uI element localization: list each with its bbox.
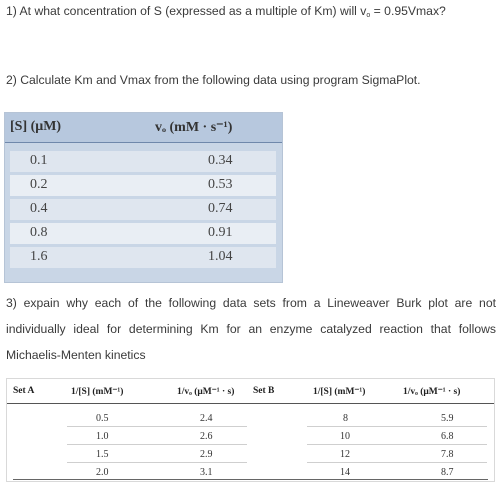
- cell-v: 1.04: [208, 249, 233, 264]
- set-b-inv-s: 8: [343, 413, 348, 424]
- substrate-velocity-table: [S] (μM) vₒ (mM · s⁻¹) 0.1 0.34 0.2 0.53 0…: [4, 112, 283, 283]
- cell-v: 0.91: [208, 225, 233, 240]
- question-1: 1) At what concentration of S (expressed…: [6, 4, 446, 19]
- row-divider: [307, 426, 487, 427]
- header-set-a: Set A: [13, 386, 35, 396]
- header-substrate: [S] (μM): [10, 119, 62, 134]
- header-inv-s-b: 1/[S] (mM⁻¹): [313, 387, 366, 397]
- lineweaver-burk-table: Set A 1/[S] (mM⁻¹) 1/vₒ (μM⁻¹ · s) Set B…: [6, 378, 495, 482]
- cell-s: 0.2: [30, 177, 48, 192]
- set-b-inv-s: 12: [340, 449, 350, 460]
- cell-v: 0.53: [208, 177, 233, 192]
- cell-s: 0.1: [30, 153, 48, 168]
- header-inv-v-b: 1/vₒ (μM⁻¹ · s): [403, 387, 461, 397]
- set-a-inv-s: 1.0: [96, 431, 109, 442]
- table-row: 0.1 0.34: [10, 151, 276, 172]
- header-set-b: Set B: [253, 386, 275, 396]
- header-inv-s-a: 1/[S] (mM⁻¹): [71, 387, 124, 397]
- row-divider: [67, 462, 247, 463]
- set-a-inv-s: 1.5: [96, 449, 109, 460]
- set-a-inv-s: 0.5: [96, 413, 109, 424]
- table-header: [S] (μM) vₒ (mM · s⁻¹): [5, 113, 282, 143]
- question-2: 2) Calculate Km and Vmax from the follow…: [6, 73, 421, 87]
- v-subscript: o: [366, 12, 371, 19]
- set-a-inv-v: 2.6: [200, 431, 213, 442]
- set-b-inv-s: 14: [340, 467, 350, 478]
- table-row: 1.6 1.04: [10, 247, 276, 268]
- cell-v: 0.34: [208, 153, 233, 168]
- set-a-inv-v: 3.1: [200, 467, 213, 478]
- table-bottom-rule: [13, 479, 488, 480]
- set-b-inv-v: 8.7: [441, 467, 454, 478]
- cell-s: 0.8: [30, 225, 48, 240]
- question-3: 3) expain why each of the following data…: [6, 296, 496, 362]
- header-velocity: vₒ (mM · s⁻¹): [155, 120, 233, 135]
- set-b-inv-v: 7.8: [441, 449, 454, 460]
- row-divider: [67, 444, 247, 445]
- cell-v: 0.74: [208, 201, 233, 216]
- question-1-tail: = 0.95Vmax?: [370, 4, 446, 18]
- set-b-inv-v: 6.8: [441, 431, 454, 442]
- question-1-text: 1) At what concentration of S (expressed…: [6, 4, 367, 18]
- table-row: 0.2 0.53: [10, 175, 276, 196]
- table-row: 0.8 0.91: [10, 223, 276, 244]
- set-b-inv-v: 5.9: [441, 413, 454, 424]
- set-a-inv-v: 2.9: [200, 449, 213, 460]
- table-row: 0.4 0.74: [10, 199, 276, 220]
- cell-s: 0.4: [30, 201, 48, 216]
- row-divider: [307, 444, 487, 445]
- set-a-inv-s: 2.0: [96, 467, 109, 478]
- row-divider: [307, 462, 487, 463]
- row-divider: [67, 426, 247, 427]
- set-b-inv-s: 10: [340, 431, 350, 442]
- header-divider: [7, 403, 494, 404]
- header-inv-v-a: 1/vₒ (μM⁻¹ · s): [177, 387, 235, 397]
- cell-s: 1.6: [30, 249, 48, 264]
- set-a-inv-v: 2.4: [200, 413, 213, 424]
